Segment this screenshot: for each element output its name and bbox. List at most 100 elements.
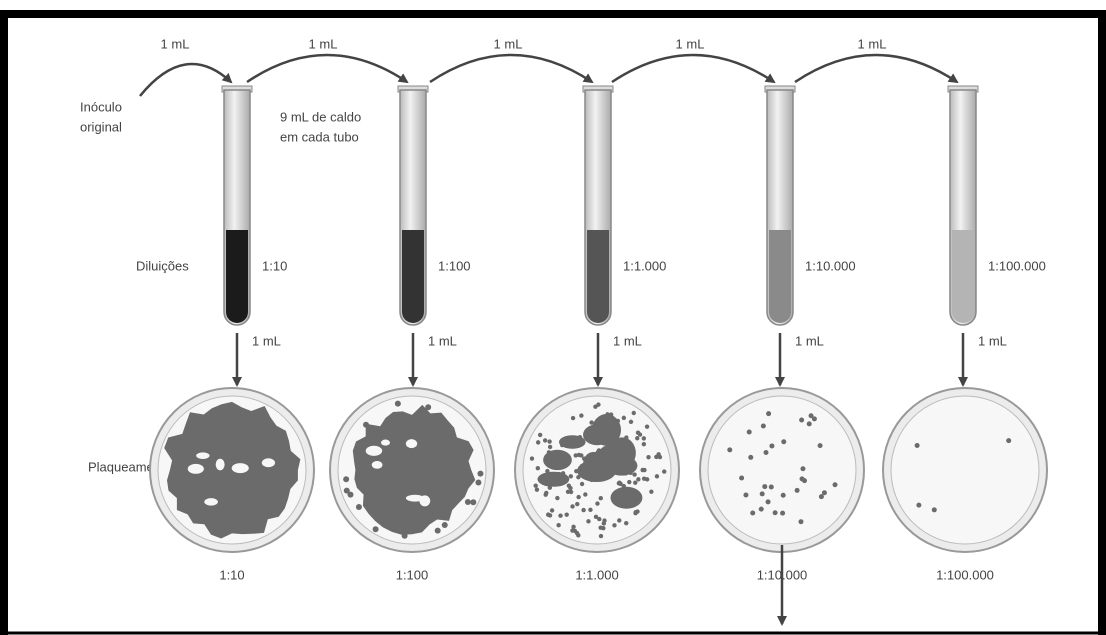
colony [606,430,610,434]
inoculum-label: Inóculo [80,99,122,114]
gap [381,440,390,446]
transfer-label: 1 mL [252,333,281,348]
colony [579,413,583,417]
colony [606,450,610,454]
tube-liquid [769,230,791,323]
colony [616,419,620,423]
colony [545,469,549,473]
colony [599,534,603,538]
colony [743,493,748,498]
colony [645,424,649,428]
colony [564,512,568,516]
inoculum-label: original [80,119,122,134]
colony [373,526,379,532]
colony [628,471,632,475]
plate-label: 1:1.000 [575,567,618,582]
colony [613,455,617,459]
plate-agar [891,396,1039,544]
colony [635,436,639,440]
colony [536,466,540,470]
colony [589,478,593,482]
gap [366,446,382,456]
transfer-label: 1 mL [676,36,705,51]
colony [781,439,786,444]
colony [470,499,476,505]
colony [600,474,604,478]
colony [633,480,637,484]
colony [593,404,597,408]
gap [196,452,209,459]
gap [204,498,218,505]
colony [617,480,621,484]
transfer-arrow [247,55,407,82]
colony [807,421,812,426]
broth-note: 9 mL de caldo [280,109,361,124]
gap [262,458,275,467]
colony [635,494,639,498]
colony [570,444,574,448]
plate-label: 1:100.000 [936,567,994,582]
transfer-label: 1 mL [309,36,338,51]
gap [406,495,424,502]
colony [536,440,540,444]
tube-liquid [587,230,609,323]
transfer-arrow [795,55,957,82]
tube-liquid [952,230,974,323]
colony [773,510,778,515]
colony [548,445,552,449]
gap [372,461,383,469]
colony [624,435,628,439]
colony [781,493,786,498]
colony [621,496,625,500]
colony [780,511,785,516]
colony [570,504,574,508]
colony [595,501,599,505]
colony [576,495,580,499]
colony [640,468,644,472]
colony [747,430,752,435]
transfer-label: 1 mL [858,36,887,51]
colony [636,430,640,434]
colony [589,420,593,424]
colony [630,456,634,460]
colony [761,423,766,428]
colony [582,457,586,461]
colony [576,475,580,479]
transfer-label: 1 mL [161,36,190,51]
colony [764,450,769,455]
colony [547,480,551,484]
colony [576,533,580,537]
colony [562,464,566,468]
colony [347,492,353,498]
colony [586,519,590,523]
tube-label: 1:10 [262,258,287,273]
colony [624,454,628,458]
gap [406,439,417,448]
colony [574,469,578,473]
colony [632,472,636,476]
colony [544,492,548,496]
colony [562,475,566,479]
tube-liquid [226,230,248,323]
transfer-arrow [140,64,231,96]
colony [395,401,401,407]
colony [645,477,649,481]
colony [561,471,565,475]
colony [547,450,551,454]
colony [548,513,552,517]
gap [188,464,204,474]
colony [819,494,824,499]
colony [605,469,609,473]
colony [1006,438,1011,443]
colony [617,518,621,522]
tube-label: 1:100 [438,258,471,273]
colony [535,487,539,491]
colony [580,482,584,486]
plate-agar [708,396,856,544]
colony [632,411,636,415]
colony [548,486,552,490]
transfer-label: 1 mL [428,333,457,348]
colony [561,438,565,442]
colony [760,491,765,496]
colony-patch [583,424,611,445]
